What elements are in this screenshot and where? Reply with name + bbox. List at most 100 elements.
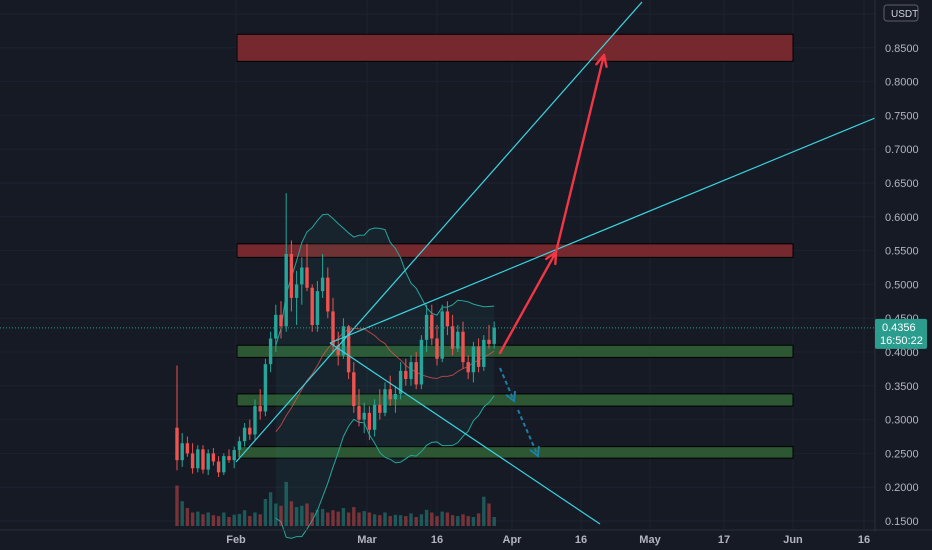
volume-bar <box>331 510 335 526</box>
candle <box>284 253 288 327</box>
volume-bar <box>430 512 434 526</box>
price-tick-label: 0.5500 <box>885 246 919 258</box>
volume-bar <box>341 508 346 526</box>
volume-bar <box>258 514 262 526</box>
volume-bar <box>435 516 439 526</box>
volume-bar <box>190 512 195 526</box>
bearish-arrow-1-head <box>505 390 516 403</box>
candle <box>383 389 387 413</box>
candle <box>471 346 476 373</box>
candle <box>274 314 278 339</box>
candle <box>248 427 252 435</box>
bearish-arrow-2-head <box>529 445 540 458</box>
candle <box>310 287 314 325</box>
time-tick-label: Mar <box>357 534 377 546</box>
trendlines <box>235 1 876 525</box>
time-tick-label: 16 <box>858 534 870 546</box>
projection-arrows <box>498 53 608 458</box>
volume-bar <box>242 510 247 526</box>
candle <box>388 389 392 400</box>
volume-bar <box>461 514 465 526</box>
candle <box>367 412 372 430</box>
volume-bar <box>196 511 200 526</box>
price-tick-label: 0.2500 <box>885 448 919 460</box>
support-zone <box>236 344 794 358</box>
candle <box>222 456 226 473</box>
candle <box>305 267 309 288</box>
candle <box>263 364 268 412</box>
price-tick-label: 0.4000 <box>885 347 919 359</box>
candle <box>336 345 340 356</box>
candle <box>430 314 434 339</box>
candle <box>398 370 403 394</box>
candle <box>227 456 231 461</box>
candle <box>346 326 351 373</box>
volume-bar <box>211 515 216 526</box>
bullish-arrow-2-head <box>595 53 608 68</box>
time-tick-label: 17 <box>718 534 730 546</box>
volume-bar <box>378 515 382 526</box>
price-tick-label: 0.8000 <box>885 77 919 89</box>
volume-bar <box>294 507 299 526</box>
candle <box>409 362 413 380</box>
volume-bar <box>419 514 424 526</box>
candle <box>419 339 424 385</box>
countdown-label: 16:50:22 <box>880 335 923 347</box>
volume-bar <box>450 515 455 526</box>
current-price-label: 0.4356 <box>882 322 916 334</box>
volume-bar <box>232 514 236 526</box>
candle <box>315 291 320 325</box>
volume-bar <box>310 512 314 526</box>
candle <box>362 412 366 420</box>
volume-bar <box>289 501 294 526</box>
candle <box>320 277 325 292</box>
volume-bar <box>206 512 210 526</box>
volume-bar <box>424 509 429 526</box>
candle <box>253 406 257 435</box>
candle <box>216 461 221 473</box>
candle <box>206 453 210 470</box>
volume-bar <box>471 517 476 526</box>
candle <box>300 267 304 285</box>
volume-bar <box>398 515 403 526</box>
volume-bar <box>445 512 450 526</box>
candle <box>352 372 356 407</box>
price-tick-label: 0.3500 <box>885 381 919 393</box>
candle <box>211 453 216 462</box>
volume-bar <box>279 505 283 526</box>
volume-bar <box>482 496 486 526</box>
candle <box>414 362 418 385</box>
candle <box>268 338 273 365</box>
time-tick-label: Feb <box>226 534 246 546</box>
volume-bar <box>346 512 351 526</box>
volume-bar <box>274 503 278 526</box>
candle <box>232 450 236 461</box>
candle <box>482 339 486 367</box>
band-upper <box>275 213 495 346</box>
price-axis[interactable]: 0.90000.85000.80000.75000.70000.65000.60… <box>874 0 927 532</box>
candle <box>279 314 283 327</box>
band-lower <box>275 395 495 539</box>
volume-bar <box>476 513 481 526</box>
candle <box>440 311 444 359</box>
volume-bar <box>326 512 330 526</box>
volume-bar <box>284 481 288 526</box>
time-axis[interactable]: Feb Mar 16 Apr 16 May 17 Jun 16 <box>0 529 932 546</box>
volume-bar <box>393 514 398 526</box>
unit-badge <box>883 4 919 22</box>
trendline-descending <box>329 342 601 525</box>
candle <box>393 393 398 400</box>
volume-bar <box>388 516 392 526</box>
candle <box>201 449 205 470</box>
candle <box>196 449 200 469</box>
volume-bar <box>300 505 304 526</box>
price-tick-label: 0.2000 <box>885 482 919 494</box>
candle <box>237 441 242 451</box>
volume-bar <box>253 512 257 526</box>
volume-bar <box>180 501 184 526</box>
volume-bar <box>357 512 361 526</box>
price-tick-label: 0.6500 <box>885 178 919 190</box>
volume-bar <box>222 512 226 526</box>
